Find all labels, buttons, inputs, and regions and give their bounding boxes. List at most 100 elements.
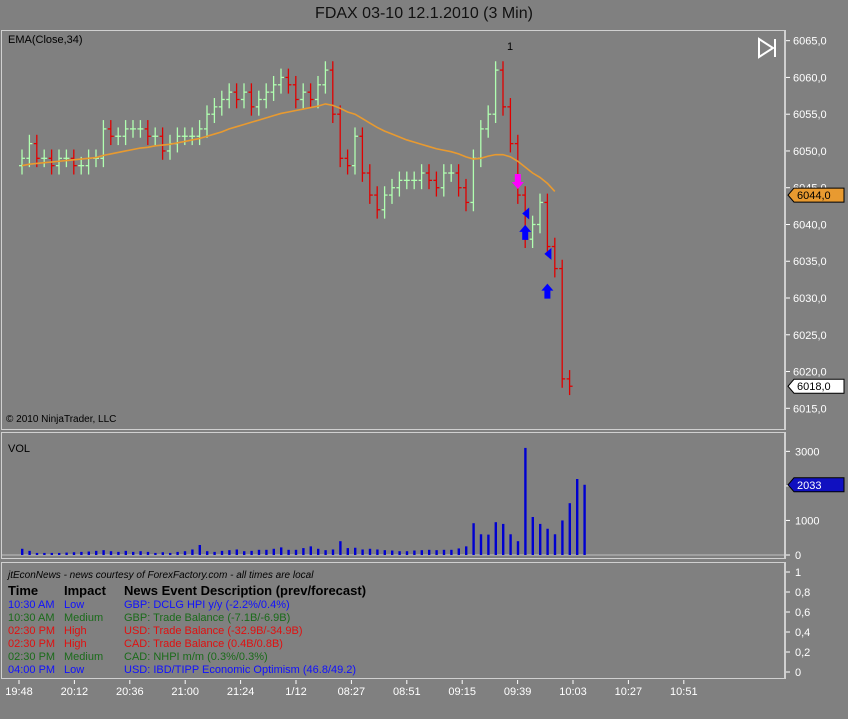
news-desc: GBP: Trade Balance (-7.1B/-6.9B) <box>124 612 291 624</box>
volume-plot[interactable] <box>2 433 784 558</box>
price-bar <box>463 178 469 212</box>
price-bar <box>500 61 506 116</box>
price-bar <box>485 105 492 138</box>
volume-bar <box>442 549 446 555</box>
volume-bar <box>95 550 98 555</box>
volume-bar <box>191 549 194 555</box>
price-bar <box>389 178 395 204</box>
volume-bar <box>302 548 305 555</box>
volume-bar <box>169 552 172 555</box>
news-axis[interactable]: 0 0,2 0,4 0,6 0,8 1 <box>785 562 848 679</box>
volume-bar <box>568 503 571 555</box>
price-bar <box>292 75 299 109</box>
price-bar <box>374 186 381 219</box>
news-impact: Low <box>64 599 85 611</box>
time-axis[interactable]: 19:48 20:12 20:36 21:00 21:24 1/12 08:27 08:51 0… <box>1 680 785 718</box>
time-tick-label: 1/12 <box>285 686 306 698</box>
volume-bar <box>405 551 409 555</box>
volume-bar <box>117 551 120 555</box>
volume-bar <box>139 551 142 555</box>
volume-bar <box>368 548 372 555</box>
price-tick-label: 6055,0 <box>793 109 827 121</box>
volume-bar <box>87 551 90 555</box>
volume-bar <box>317 548 320 555</box>
news-tick-label: 0,8 <box>795 587 810 599</box>
volume-bar <box>561 520 564 555</box>
price-bar <box>226 83 233 109</box>
indicator-label: EMA(Close,34) <box>8 34 83 46</box>
price-bar <box>322 61 329 94</box>
volume-bar <box>494 522 497 555</box>
volume-bar <box>72 552 76 555</box>
volume-bar <box>265 549 268 555</box>
news-time: 10:30 AM <box>8 612 55 624</box>
price-bar <box>566 370 573 396</box>
price-bar <box>211 98 218 124</box>
price-bar <box>159 127 166 160</box>
volume-bar <box>339 541 342 555</box>
price-bar <box>411 171 418 190</box>
price-bar <box>63 149 70 168</box>
news-time: 02:30 PM <box>8 638 56 650</box>
price-bar <box>529 215 536 249</box>
volume-bar <box>35 552 39 555</box>
news-panel[interactable]: jtEconNews - news courtesy of ForexFacto… <box>1 562 785 679</box>
volume-bar <box>309 546 312 555</box>
volume-bar <box>546 528 549 555</box>
bar-marker-label: 1 <box>507 41 514 53</box>
volume-bar <box>450 549 453 555</box>
price-bar <box>544 193 551 256</box>
price-plot[interactable] <box>2 31 784 429</box>
volume-badge: 2033 <box>787 477 845 493</box>
last-price-badge: 6044,0 <box>787 187 845 203</box>
price-bar <box>115 127 122 146</box>
price-bar <box>167 134 173 160</box>
volume-bar <box>435 550 438 555</box>
price-tick-label: 6035,0 <box>793 256 827 268</box>
volume-bar <box>43 552 46 555</box>
news-impact: Medium <box>64 612 104 624</box>
volume-bar <box>65 552 68 555</box>
volume-bar <box>346 548 349 555</box>
volume-bar <box>272 548 275 555</box>
volume-bar <box>583 484 586 555</box>
price-bar <box>418 164 425 190</box>
volume-bar <box>102 550 105 555</box>
price-bar <box>477 120 484 168</box>
news-tick-label: 0,4 <box>795 627 810 639</box>
volume-panel[interactable]: VOL <box>1 432 785 559</box>
volume-bar <box>576 479 579 555</box>
volume-bar <box>154 552 157 555</box>
price-bar <box>107 120 114 146</box>
price-bar <box>196 120 203 146</box>
price-bar <box>122 120 129 146</box>
volume-axis[interactable]: 01000200030002033 <box>785 432 848 559</box>
price-bar <box>315 75 321 109</box>
buy-arrow-marker <box>541 283 554 299</box>
price-bar <box>270 75 277 101</box>
time-tick-label: 10:03 <box>559 686 587 698</box>
triangle-marker <box>544 247 552 260</box>
volume-bar <box>235 549 238 555</box>
price-tick-label: 6050,0 <box>793 146 827 158</box>
price-tick-label: 6015,0 <box>793 403 827 415</box>
price-bar <box>26 134 33 168</box>
price-tick-label: 6065,0 <box>793 36 827 48</box>
time-tick-label: 09:39 <box>504 686 532 698</box>
price-bar <box>278 68 284 94</box>
price-panel[interactable]: EMA(Close,34) © 2010 NinjaTrader, LLC 1 <box>1 30 785 430</box>
play-icon[interactable] <box>755 37 779 59</box>
price-bar <box>85 149 92 175</box>
price-bar <box>337 105 344 168</box>
volume-bar <box>206 551 209 555</box>
time-tick-label: 08:51 <box>393 686 421 698</box>
price-axis[interactable]: 6015,06020,06025,06030,06035,06040,06045… <box>785 30 848 430</box>
volume-bar <box>324 550 327 555</box>
price-bar <box>100 120 107 168</box>
price-bar <box>514 134 521 204</box>
price-bar <box>396 171 403 197</box>
price-bar <box>507 98 514 153</box>
volume-bar <box>413 550 416 555</box>
time-tick-label: 20:36 <box>116 686 144 698</box>
volume-bar <box>220 550 224 555</box>
